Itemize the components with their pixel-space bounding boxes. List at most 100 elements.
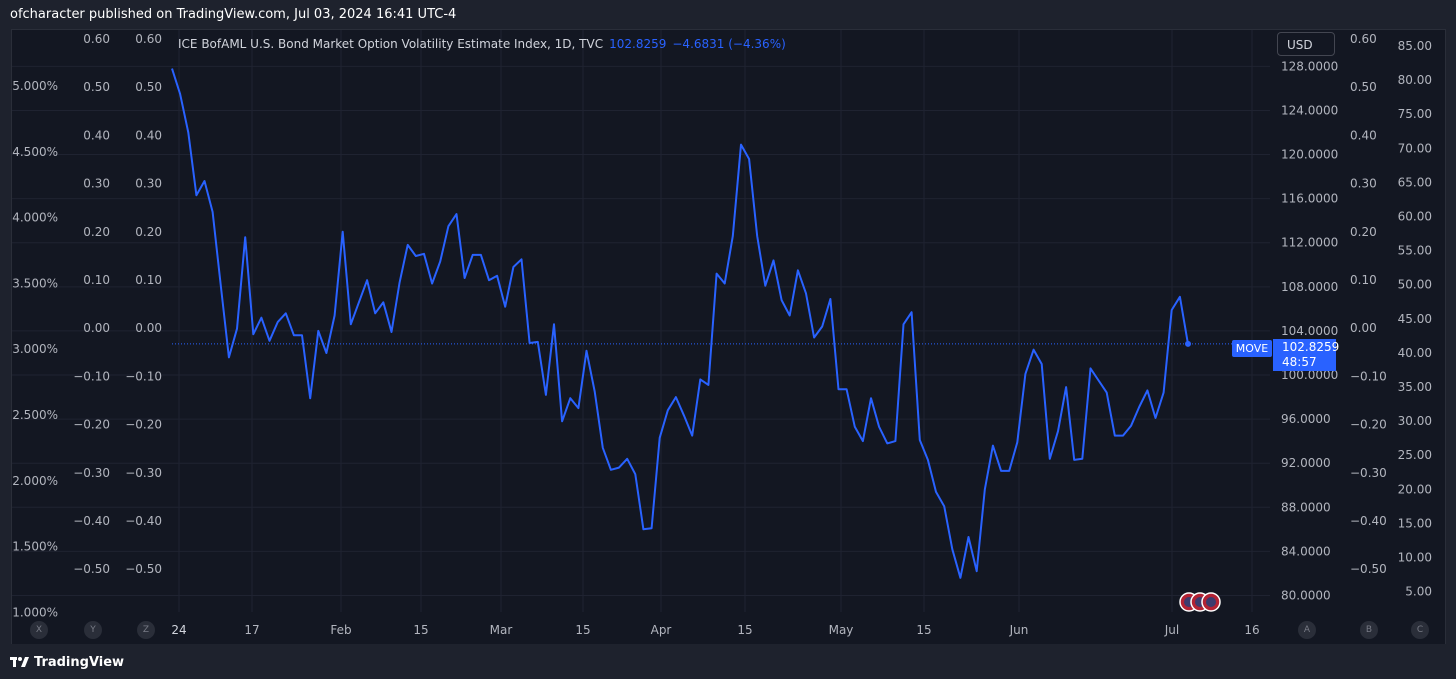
publish-header: ofcharacter published on TradingView.com…: [0, 0, 1456, 30]
outer-tick-label: 80.00: [1398, 73, 1432, 87]
legend-value: 102.8259: [609, 37, 667, 51]
percent-tick-label: 3.000%: [12, 342, 58, 356]
outer-tick-label: 85.00: [1398, 39, 1432, 53]
scale-tick-label: 0.60: [135, 32, 162, 46]
scale-tick-label: 0.60: [83, 32, 110, 46]
scale-tick-label: −0.40: [73, 514, 110, 528]
scale-tick-label: 0.30: [83, 177, 110, 191]
price-tick-label: 104.0000: [1281, 324, 1338, 338]
tradingview-logo-icon: [10, 657, 29, 667]
published-info: ofcharacter published on TradingView.com…: [10, 7, 457, 22]
axis-corner-a-button[interactable]: A: [1298, 621, 1316, 639]
price-tick-label: 112.0000: [1281, 236, 1338, 250]
scale-tick-label: 0.00: [83, 321, 110, 335]
time-tick-label: Jun: [1009, 623, 1029, 637]
last-price-value: 102.8259: [1282, 340, 1340, 354]
axis-corner-c-button[interactable]: C: [1411, 621, 1429, 639]
outer-tick-label: 60.00: [1398, 210, 1432, 224]
time-tick-label: Jul: [1164, 623, 1179, 637]
price-axis: 128.0000 124.0000 120.0000 116.0000 112.0000…: [1281, 59, 1338, 602]
percent-tick-label: 3.500%: [12, 276, 58, 290]
price-tick-label: 108.0000: [1281, 280, 1338, 294]
outer-tick-label: 50.00: [1398, 278, 1432, 292]
scale-tick-label: −0.10: [73, 369, 110, 383]
scale-tick-label: 0.40: [83, 128, 110, 142]
time-tick-label: 16: [1244, 623, 1259, 637]
scale-tick-label: 0.60: [1350, 32, 1377, 46]
symbol-tag: MOVE: [1232, 340, 1272, 357]
scale-tick-label: 0.20: [135, 225, 162, 239]
time-tick-label: 17: [244, 623, 259, 637]
outer-tick-label: 45.00: [1398, 312, 1432, 326]
tradingview-logo[interactable]: TradingView: [10, 654, 124, 670]
price-tick-label: 100.0000: [1281, 368, 1338, 382]
currency-button[interactable]: USD: [1277, 32, 1335, 56]
scale-tick-label: 0.10: [135, 273, 162, 287]
scale-tick-label: 0.50: [1350, 80, 1377, 94]
brand-name: TradingView: [34, 654, 125, 670]
outer-tick-label: 5.00: [1405, 585, 1432, 599]
time-tick-label: 15: [916, 623, 931, 637]
scale-tick-label: −0.10: [1350, 369, 1387, 383]
scale-tick-label: −0.20: [73, 418, 110, 432]
last-value-marker: [1185, 340, 1191, 347]
bar-countdown: 48:57: [1282, 355, 1317, 369]
scale-tick-label: −0.40: [1350, 514, 1387, 528]
axis-corner-y-button[interactable]: Y: [84, 621, 102, 639]
left-scale-axis-a: 0.60 0.50 0.40 0.30 0.20 0.10 0.00 −0.10 −0.20 −0…: [73, 32, 110, 576]
percent-tick-label: 2.500%: [12, 408, 58, 422]
scale-tick-label: 0.00: [135, 321, 162, 335]
scale-tick-label: −0.20: [125, 418, 162, 432]
percent-tick-label: 4.000%: [12, 211, 58, 225]
price-tick-label: 92.0000: [1281, 456, 1331, 470]
axis-corner-z-button[interactable]: Z: [137, 621, 155, 639]
outer-tick-label: 30.00: [1398, 414, 1432, 428]
scale-tick-label: −0.50: [73, 562, 110, 576]
percent-tick-label: 5.000%: [12, 79, 58, 93]
scale-tick-label: 0.30: [1350, 177, 1377, 191]
scale-tick-label: 0.20: [83, 225, 110, 239]
series-legend[interactable]: ICE BofAML U.S. Bond Market Option Volat…: [178, 37, 786, 51]
scale-tick-label: 0.50: [135, 80, 162, 94]
price-tick-label: 80.0000: [1281, 588, 1331, 602]
scale-tick-label: 0.00: [1350, 321, 1377, 335]
price-tick-label: 84.0000: [1281, 544, 1331, 558]
time-tick-label: 15: [575, 623, 590, 637]
scale-tick-label: 0.10: [1350, 273, 1377, 287]
event-flags-icon[interactable]: [1179, 592, 1221, 612]
chart-pane[interactable]: [11, 29, 1446, 645]
legend-title: ICE BofAML U.S. Bond Market Option Volat…: [178, 37, 604, 51]
scale-tick-label: −0.40: [125, 514, 162, 528]
footer-bar: TradingView: [0, 644, 1456, 679]
scale-tick-label: 0.10: [83, 273, 110, 287]
outer-tick-label: 25.00: [1398, 448, 1432, 462]
price-tick-label: 116.0000: [1281, 192, 1338, 206]
outer-tick-label: 40.00: [1398, 346, 1432, 360]
scale-tick-label: 0.50: [83, 80, 110, 94]
percent-tick-label: 1.500%: [12, 540, 58, 554]
scale-tick-label: −0.50: [1350, 562, 1387, 576]
time-tick-label: Feb: [330, 623, 351, 637]
percent-tick-label: 2.000%: [12, 474, 58, 488]
scale-tick-label: −0.10: [125, 369, 162, 383]
scale-tick-label: −0.30: [1350, 466, 1387, 480]
price-tick-label: 88.0000: [1281, 500, 1331, 514]
percent-tick-label: 1.000%: [12, 605, 58, 619]
scale-tick-label: −0.30: [125, 466, 162, 480]
outer-tick-label: 20.00: [1398, 482, 1432, 496]
right-outer-axis: 85.00 80.00 75.00 70.00 65.00 60.00 55.00 50.00…: [1398, 39, 1432, 599]
axis-corner-b-button[interactable]: B: [1360, 621, 1378, 639]
time-tick-label: Apr: [651, 623, 672, 637]
time-tick-label: 24: [171, 623, 186, 637]
time-tick-label: May: [829, 623, 854, 637]
time-tick-label: 15: [413, 623, 428, 637]
outer-tick-label: 10.00: [1398, 551, 1432, 565]
price-tick-label: 128.0000: [1281, 59, 1338, 73]
outer-tick-label: 70.00: [1398, 141, 1432, 155]
axis-corner-x-button[interactable]: X: [30, 621, 48, 639]
outer-tick-label: 15.00: [1398, 516, 1432, 530]
outer-tick-label: 55.00: [1398, 244, 1432, 258]
price-tick-label: 96.0000: [1281, 412, 1331, 426]
chart-grid: [12, 30, 1270, 612]
